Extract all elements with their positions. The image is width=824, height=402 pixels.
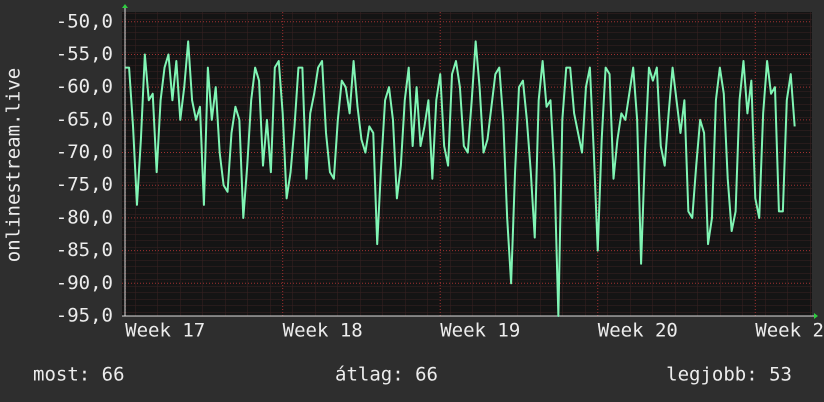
x-tick-label: Week 19 xyxy=(440,320,520,342)
axis-arrow xyxy=(122,4,128,8)
y-tick-label: -75,0 xyxy=(56,174,113,196)
stat: átlag: 66 xyxy=(335,364,438,386)
y-tick-label: -85,0 xyxy=(56,239,113,261)
y-tick-label: -70,0 xyxy=(56,141,113,163)
y-tick-label: -80,0 xyxy=(56,206,113,228)
x-tick-label: Week 20 xyxy=(598,320,678,342)
x-tick-label: Week 18 xyxy=(283,320,363,342)
y-tick-label: -95,0 xyxy=(56,305,113,327)
stat: most: 66 xyxy=(33,364,125,386)
x-tick-label: Week 21 xyxy=(755,320,824,342)
x-tick-label: Week 17 xyxy=(125,320,205,342)
y-tick-label: -65,0 xyxy=(56,108,113,130)
y-tick-label: -55,0 xyxy=(56,43,113,65)
y-axis-label: onlinestream.live xyxy=(3,68,25,262)
stat: legjobb: 53 xyxy=(666,364,792,386)
minor-grid xyxy=(122,12,812,316)
series-line xyxy=(125,40,796,317)
y-tick-label: -60,0 xyxy=(56,76,113,98)
axis-arrow xyxy=(814,313,818,319)
y-tick-label: -50,0 xyxy=(56,10,113,32)
y-tick-label: -90,0 xyxy=(56,272,113,294)
